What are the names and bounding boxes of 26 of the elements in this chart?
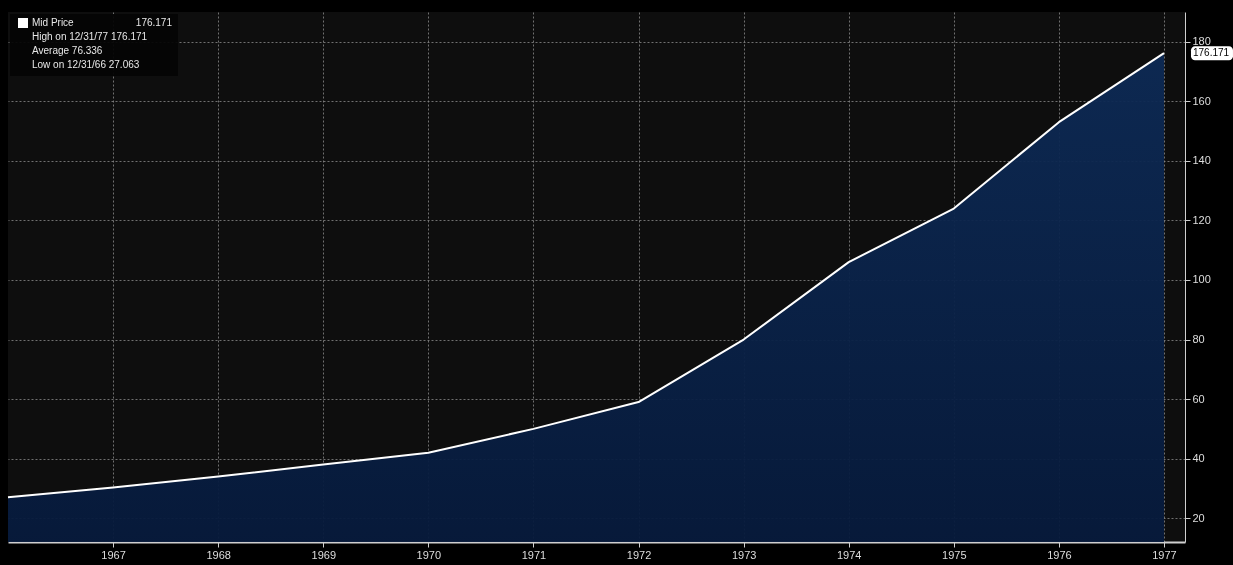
- y-tick-label: 160: [1192, 94, 1211, 107]
- y-tick-label: 60: [1192, 392, 1205, 405]
- y-tick-label: 20: [1192, 511, 1205, 524]
- y-tick-label: 80: [1192, 333, 1205, 346]
- y-tick-label: 100: [1192, 273, 1211, 286]
- y-tick-label: 140: [1192, 154, 1211, 167]
- y-tick-label: 180: [1192, 35, 1211, 48]
- annotation: Average 76.336: [32, 45, 103, 56]
- x-tick-label: 1974: [836, 548, 862, 561]
- x-tick-label: 1967: [101, 548, 126, 561]
- x-tick-label: 1973: [731, 548, 757, 561]
- annotation: 176.171: [135, 17, 173, 28]
- x-tick-label: 1975: [942, 548, 967, 561]
- x-tick-label: 1969: [311, 548, 337, 561]
- annotation: Low on 12/31/66 27.063: [32, 59, 140, 70]
- x-tick-label: 1977: [1152, 548, 1177, 561]
- x-tick-label: 1972: [626, 548, 652, 561]
- annotation: 176.171: [1192, 47, 1230, 59]
- legend-label: Mid Price: [32, 17, 75, 28]
- y-tick-label: 40: [1192, 452, 1205, 465]
- y-tick-label: 120: [1192, 213, 1211, 226]
- x-tick-label: 1976: [1047, 548, 1072, 561]
- x-tick-label: 1970: [416, 548, 442, 561]
- x-tick-label: 1971: [521, 548, 547, 561]
- x-tick-label: 1968: [206, 548, 231, 561]
- annotation: High on 12/31/77 176.171: [32, 31, 148, 42]
